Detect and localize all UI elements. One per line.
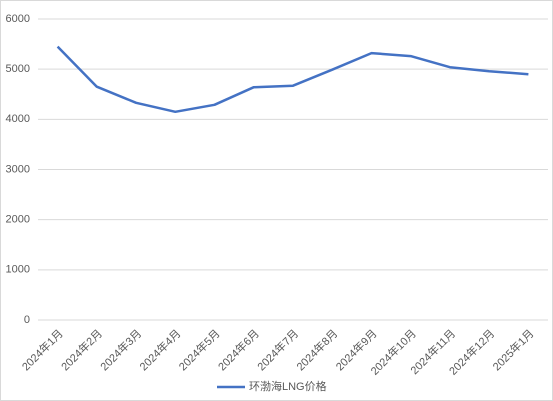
y-tick-label: 2000	[6, 214, 30, 226]
y-tick-label: 6000	[6, 13, 30, 25]
y-tick-label: 5000	[6, 63, 30, 75]
y-tick-label: 1000	[6, 264, 30, 276]
y-tick-label: 4000	[6, 113, 30, 125]
legend-label: 环渤海LNG价格	[249, 379, 327, 393]
y-tick-label: 3000	[6, 163, 30, 175]
y-tick-label: 0	[24, 314, 30, 326]
line-series	[56, 45, 529, 114]
